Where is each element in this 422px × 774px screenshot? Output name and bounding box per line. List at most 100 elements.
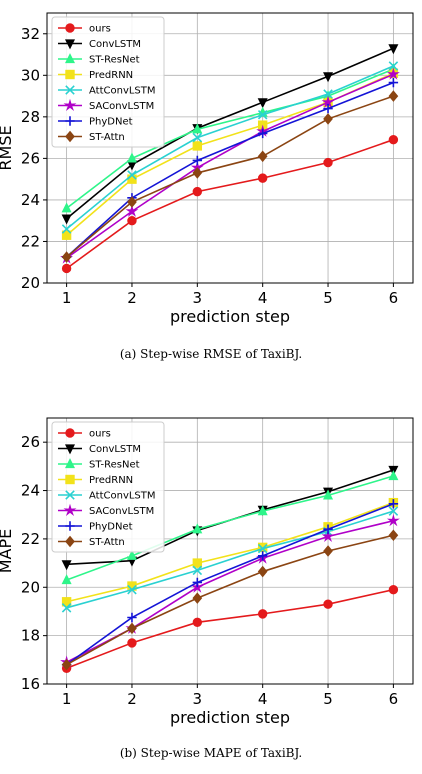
y-axis: 16 18 20 22 24 26 <box>21 433 47 693</box>
series-line <box>66 588 394 670</box>
legend-item: ST-ResNet <box>58 53 140 66</box>
data-point <box>127 612 137 623</box>
plot-frame <box>46 12 414 284</box>
data-point <box>192 592 203 604</box>
data-point <box>388 499 399 509</box>
series-line <box>66 534 394 666</box>
legend-marker <box>65 474 75 485</box>
data-point <box>323 113 333 125</box>
series-line <box>66 73 394 259</box>
data-point <box>257 505 268 516</box>
series-line <box>66 68 394 209</box>
x-tick-label: 1 <box>62 289 72 307</box>
legend-item: ST-Attn <box>58 535 125 548</box>
legend-box <box>51 421 165 553</box>
data-point <box>127 170 137 180</box>
legend: ours ConvLSTM ST-ResNet PredRNN AttConvLSTM S… <box>51 421 165 553</box>
legend-label: SAConvLSTM <box>89 506 154 517</box>
legend-item: ConvLSTM <box>58 39 141 50</box>
data-point <box>257 98 268 109</box>
data-point <box>61 214 72 225</box>
data-point <box>61 560 72 571</box>
legend-item: SAConvLSTM <box>58 503 154 517</box>
legend-marker <box>63 503 77 517</box>
legend-marker <box>65 535 75 548</box>
data-point <box>323 157 333 168</box>
y-tick-label: 26 <box>21 433 40 451</box>
data-point <box>61 263 72 274</box>
data-point <box>61 603 72 613</box>
plot-area <box>60 44 400 274</box>
series-line <box>66 65 394 230</box>
x-tick-label: 2 <box>127 289 137 307</box>
legend-label: PhyDNet <box>89 117 133 128</box>
data-point <box>127 638 137 648</box>
legend-label: ours <box>89 24 111 35</box>
data-point <box>323 524 333 534</box>
legend-marker <box>65 130 75 143</box>
plot-frame <box>46 417 414 685</box>
plot-area <box>60 465 400 673</box>
legend-marker <box>63 98 77 112</box>
series-line <box>66 510 394 609</box>
data-point <box>386 67 400 80</box>
x-axis-label: prediction step <box>170 708 290 727</box>
legend-item: AttConvLSTM <box>58 490 156 502</box>
legend-label: ST-ResNet <box>89 460 140 471</box>
legend-marker <box>64 458 76 469</box>
y-axis-label: MAPE <box>0 529 15 574</box>
data-point <box>61 224 72 234</box>
data-point <box>61 574 72 585</box>
y-tick-label: 32 <box>21 25 40 43</box>
data-point <box>192 123 203 134</box>
x-tick-label: 3 <box>193 289 203 307</box>
legend-marker <box>65 428 75 438</box>
legend-box <box>51 16 165 148</box>
legend-marker <box>65 490 75 500</box>
legend-marker <box>65 69 75 80</box>
data-point <box>192 577 203 588</box>
y-axis-label: RMSE <box>0 125 15 170</box>
y-tick-label: 20 <box>21 578 40 596</box>
data-point <box>126 549 137 560</box>
y-tick-label: 22 <box>21 232 40 250</box>
data-point <box>61 202 72 213</box>
legend-item: ST-ResNet <box>58 458 140 471</box>
y-tick-label: 22 <box>21 530 40 548</box>
legend-label: AttConvLSTM <box>89 86 156 97</box>
legend-marker <box>64 444 76 455</box>
legend-marker <box>65 116 75 126</box>
series-line <box>66 138 394 270</box>
data-point <box>192 132 203 143</box>
series-line <box>66 475 394 581</box>
legend-label: AttConvLSTM <box>89 491 156 502</box>
data-point <box>323 545 333 557</box>
x-tick-label: 6 <box>389 690 399 708</box>
series-line <box>66 503 394 666</box>
data-point <box>388 90 399 102</box>
legend-label: ST-ResNet <box>89 55 140 66</box>
legend-item: PredRNN <box>58 474 133 486</box>
data-point <box>257 110 268 120</box>
data-point <box>257 173 268 183</box>
legend-item: PhyDNet <box>58 116 133 128</box>
y-tick-label: 16 <box>21 675 40 693</box>
data-point <box>192 167 203 179</box>
data-point <box>127 584 137 595</box>
x-tick-label: 6 <box>389 289 399 307</box>
x-tick-label: 4 <box>258 289 268 307</box>
legend-marker <box>65 23 75 33</box>
data-point <box>257 150 268 163</box>
series-st-resnet <box>61 470 399 585</box>
data-point <box>127 174 137 184</box>
legend-label: PredRNN <box>89 70 133 81</box>
figure-caption: (b) Step-wise MAPE of TaxiBJ. <box>120 746 302 760</box>
y-tick-label: 26 <box>21 149 40 167</box>
data-point <box>323 599 333 609</box>
data-point <box>61 251 72 263</box>
figure-caption: (a) Step-wise RMSE of TaxiBJ. <box>120 347 302 361</box>
data-point <box>192 558 203 568</box>
legend-item: ours <box>58 23 111 35</box>
legend-item: PredRNN <box>58 69 133 81</box>
data-point <box>386 513 400 527</box>
